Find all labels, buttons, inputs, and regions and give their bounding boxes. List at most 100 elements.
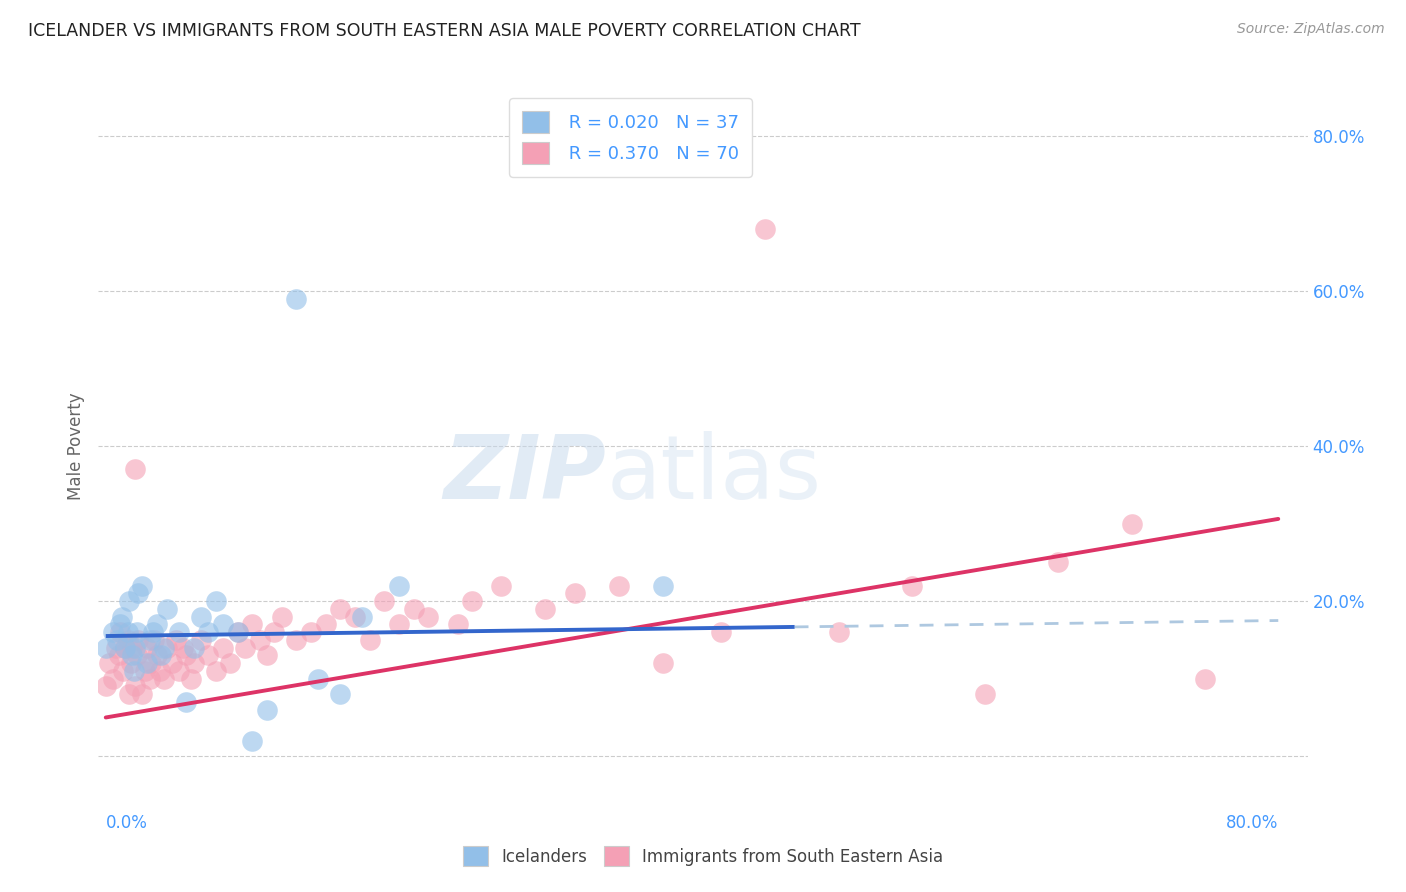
Point <box>111 609 134 624</box>
Point <box>146 617 169 632</box>
Point <box>564 586 586 600</box>
Point <box>124 640 146 655</box>
Point <box>343 609 366 624</box>
Point <box>131 579 153 593</box>
Point <box>156 640 179 655</box>
Point <box>299 625 322 640</box>
Point <box>153 672 176 686</box>
Point <box>651 579 673 593</box>
Point <box>197 625 219 640</box>
Text: 80.0%: 80.0% <box>1226 814 1278 832</box>
Point <box>352 609 374 624</box>
Point <box>121 648 143 663</box>
Point <box>149 664 172 678</box>
Text: 0.0%: 0.0% <box>105 814 148 832</box>
Legend: Icelanders, Immigrants from South Eastern Asia: Icelanders, Immigrants from South Easter… <box>456 839 950 873</box>
Point <box>135 640 157 655</box>
Point <box>219 656 242 670</box>
Point <box>141 656 163 670</box>
Point <box>270 609 292 624</box>
Point <box>263 625 285 640</box>
Point <box>1194 672 1216 686</box>
Point <box>124 680 146 694</box>
Point <box>329 602 352 616</box>
Point <box>212 617 235 632</box>
Point <box>190 609 212 624</box>
Point <box>827 625 849 640</box>
Point <box>165 632 187 647</box>
Point <box>153 640 176 655</box>
Point <box>901 579 924 593</box>
Point <box>197 648 219 663</box>
Point <box>138 632 160 647</box>
Point <box>146 648 169 663</box>
Point <box>112 664 135 678</box>
Point <box>607 579 630 593</box>
Point <box>114 640 136 655</box>
Point <box>114 640 136 655</box>
Point <box>142 625 165 640</box>
Point <box>97 656 120 670</box>
Point <box>256 648 278 663</box>
Point <box>204 664 226 678</box>
Point <box>117 625 139 640</box>
Point <box>190 632 212 647</box>
Text: ICELANDER VS IMMIGRANTS FROM SOUTH EASTERN ASIA MALE POVERTY CORRELATION CHART: ICELANDER VS IMMIGRANTS FROM SOUTH EASTE… <box>28 22 860 40</box>
Point <box>117 632 139 647</box>
Point <box>127 632 149 647</box>
Text: Source: ZipAtlas.com: Source: ZipAtlas.com <box>1237 22 1385 37</box>
Point <box>240 617 263 632</box>
Point <box>124 462 146 476</box>
Point <box>110 625 132 640</box>
Point <box>94 640 117 655</box>
Point <box>118 687 141 701</box>
Point <box>105 640 128 655</box>
Point <box>135 656 157 670</box>
Point <box>315 617 337 632</box>
Point <box>534 602 557 616</box>
Text: atlas: atlas <box>606 431 821 518</box>
Point <box>101 625 124 640</box>
Point <box>150 648 173 663</box>
Point <box>125 625 148 640</box>
Point <box>125 648 148 663</box>
Y-axis label: Male Poverty: Male Poverty <box>67 392 86 500</box>
Point <box>373 594 395 608</box>
Point <box>359 632 381 647</box>
Point <box>1121 516 1143 531</box>
Point <box>256 703 278 717</box>
Point <box>118 594 141 608</box>
Point <box>167 664 190 678</box>
Point <box>120 656 142 670</box>
Point <box>176 695 198 709</box>
Point <box>226 625 249 640</box>
Point <box>143 632 166 647</box>
Point <box>167 625 190 640</box>
Point <box>172 640 194 655</box>
Point <box>180 672 202 686</box>
Point <box>1047 555 1070 569</box>
Point <box>183 656 205 670</box>
Point <box>94 680 117 694</box>
Point <box>134 664 156 678</box>
Point <box>307 672 329 686</box>
Point <box>491 579 513 593</box>
Point <box>183 640 205 655</box>
Point <box>754 222 776 236</box>
Point <box>121 640 143 655</box>
Point <box>127 586 149 600</box>
Point <box>156 602 179 616</box>
Point <box>108 648 131 663</box>
Point <box>974 687 997 701</box>
Point <box>446 617 468 632</box>
Point <box>285 632 308 647</box>
Point <box>388 617 411 632</box>
Point <box>402 602 425 616</box>
Point <box>122 664 145 678</box>
Point <box>240 733 263 747</box>
Point <box>131 687 153 701</box>
Point <box>101 672 124 686</box>
Point <box>204 594 226 608</box>
Text: ZIP: ZIP <box>443 431 606 518</box>
Point <box>212 640 235 655</box>
